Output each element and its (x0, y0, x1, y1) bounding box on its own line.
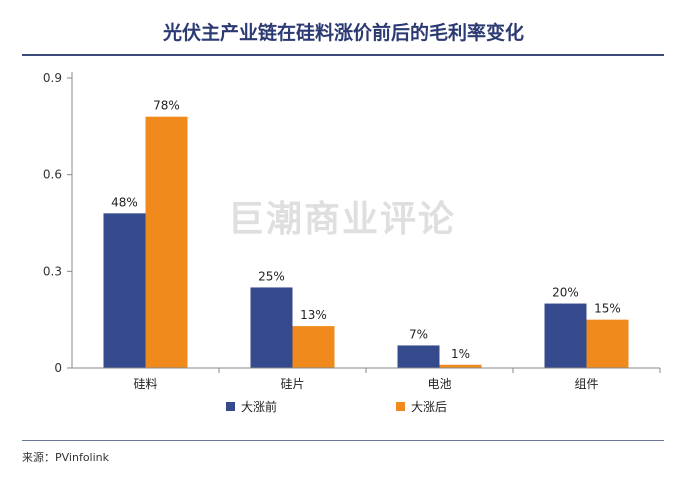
bar-before (544, 303, 587, 368)
legend-label: 大涨前 (241, 399, 277, 414)
bar-after (586, 319, 629, 368)
x-axis: 硅料 硅片 电池 组件 (72, 367, 661, 391)
legend-swatch (226, 402, 235, 411)
bar-before (250, 287, 293, 368)
bar-after (292, 326, 335, 368)
y-tick-label: 0.9 (43, 71, 62, 85)
bar-data-label: 25% (258, 269, 285, 283)
bar-before (397, 345, 440, 368)
y-axis: 0 0.3 0.6 0.9 (43, 71, 73, 375)
y-tick-label: 0 (54, 361, 62, 375)
y-tick-label: 0.6 (43, 168, 62, 182)
bar-data-label: 1% (451, 347, 470, 361)
x-category-label: 硅料 (133, 377, 157, 391)
bar-data-label: 78% (153, 99, 180, 113)
x-category-label: 硅片 (280, 377, 304, 391)
watermark-text: 巨潮商业评论 (228, 199, 457, 240)
bar-data-label: 13% (300, 308, 327, 322)
title-underline (22, 54, 664, 56)
bar-data-label: 15% (594, 302, 621, 316)
data-labels: 48% 78% 25% 13% 7% 1% 20% 15% (111, 99, 621, 361)
chart-title: 光伏主产业链在硅料涨价前后的毛利率变化 (162, 22, 524, 44)
bar-data-label: 48% (111, 195, 138, 209)
source-note: 来源：PVinfolink (22, 451, 110, 464)
legend: 大涨前 大涨后 (226, 399, 447, 414)
x-category-label: 电池 (427, 377, 451, 391)
bar-after (439, 364, 482, 368)
bar-after (145, 116, 188, 369)
x-category-label: 组件 (574, 377, 598, 391)
bars (103, 116, 629, 369)
bar-before (103, 213, 146, 368)
bar-data-label: 20% (552, 286, 579, 300)
y-tick-label: 0.3 (43, 264, 62, 278)
bar-data-label: 7% (409, 327, 428, 341)
legend-label: 大涨后 (411, 399, 447, 414)
footer-rule (22, 440, 664, 441)
legend-swatch (396, 402, 405, 411)
